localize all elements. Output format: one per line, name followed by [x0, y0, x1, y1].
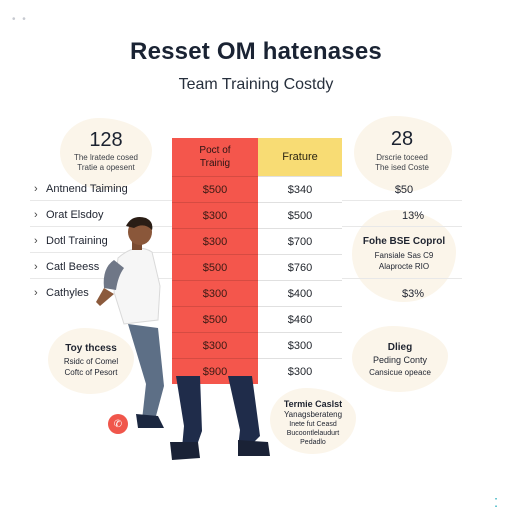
row-label-text: Dotl Training [46, 235, 108, 247]
left-bottom-blob [48, 328, 134, 394]
bottom-note-blob [270, 388, 356, 454]
table-divider [172, 280, 342, 281]
table-cell-red: $300 [202, 236, 228, 248]
page-subtitle: Team Training Costdy [178, 76, 334, 93]
right-middle-blob [352, 210, 456, 302]
right-bottom-title: Dlieg [387, 342, 413, 353]
table-divider [172, 228, 342, 229]
table-cell-white: $760 [287, 262, 313, 274]
table-cell-white: $460 [287, 314, 313, 326]
right-bottom-subtitle: Peding Conty [372, 355, 428, 365]
row-label[interactable]: › Cathyles [34, 287, 89, 299]
white-column [258, 176, 342, 384]
right-stat-caption-2: The ised Coste [375, 163, 429, 172]
left-bottom-line: Coftc of Pesort [64, 368, 118, 377]
page-title: Resset OM hatenases [130, 38, 382, 65]
table-cell-red: $300 [202, 340, 228, 352]
left-bottom-line: Rsidc of Comel [63, 357, 119, 366]
right-stat-caption-1: Drscrie toceed [376, 153, 428, 162]
red-column-header: Poct of Trainig [172, 138, 258, 176]
person-illustration [96, 217, 270, 460]
right-block-title: Fohe BSE Coprol [362, 236, 446, 247]
table-divider [172, 254, 342, 255]
row-label-text: Catl Beess [46, 261, 100, 273]
table-divider [172, 306, 342, 307]
left-stat-number: 128 [89, 129, 123, 151]
cost-table: Poct of Trainig Frature $500 $300 $300 $… [172, 138, 342, 384]
right-value: $3% [401, 288, 425, 300]
table-cell-red: $500 [202, 262, 228, 274]
right-stat-blob [354, 116, 452, 192]
row-divider [342, 226, 462, 227]
red-header-line-2: Trainig [199, 158, 231, 169]
chevron-right-icon: › [34, 261, 38, 273]
table-cell-red: $500 [202, 184, 228, 196]
row-divider [342, 278, 462, 279]
table-cell-red: $300 [202, 210, 228, 222]
bottom-note-line: Bucoontlelaudurt [286, 430, 340, 437]
left-bottom-title: Toy thcess [65, 343, 117, 354]
table-cell-red: $900 [202, 366, 228, 378]
red-column [172, 138, 258, 384]
chevron-right-icon: › [34, 235, 38, 247]
table-cell-white: $300 [287, 366, 313, 378]
table-cell-white: $300 [287, 340, 313, 352]
bottom-note-line: Inete fut Ceasd [289, 421, 337, 428]
table-cell-red: $500 [202, 314, 228, 326]
table-divider [172, 176, 342, 177]
bottom-note-title: Termie Caslst [283, 399, 343, 409]
table-cell-red: $300 [202, 288, 228, 300]
left-stat-caption-1: The lratede cosed [73, 153, 139, 162]
right-block-line: Alaprocte RIO [378, 262, 430, 271]
table-divider [172, 332, 342, 333]
yellow-column-header: Frature [258, 138, 342, 176]
table-cell-white: $340 [287, 184, 313, 196]
chevron-right-icon: › [34, 287, 38, 299]
red-header-line-1: Poct of [199, 145, 231, 156]
right-value: 13% [401, 210, 425, 222]
row-label-text: Orat Elsdoy [46, 209, 104, 221]
left-stat-caption-2: Tratie a opesent [77, 163, 135, 172]
table-divider [172, 358, 342, 359]
corner-mark-icon: ⁚ [494, 496, 498, 510]
row-divider [30, 278, 172, 279]
row-divider [30, 252, 172, 253]
right-bottom-blob [352, 326, 448, 392]
table-divider [172, 202, 342, 203]
table-cell-white: $700 [287, 236, 313, 248]
bottom-note-line: Pedadlo [300, 439, 326, 446]
right-bottom-line: Cansicue opeace [369, 368, 431, 377]
row-label[interactable]: › Antnend Taiming [34, 183, 128, 195]
row-label-text: Cathyles [46, 287, 89, 299]
table-cell-white: $500 [287, 210, 313, 222]
right-stat-number: 28 [390, 128, 414, 150]
row-divider [30, 200, 172, 201]
row-label[interactable]: › Orat Elsdoy [34, 209, 103, 221]
row-label[interactable]: › Dotl Training [34, 235, 108, 247]
right-block-line: Fansiale Sas C9 [374, 251, 434, 260]
table-cell-white: $400 [287, 288, 313, 300]
row-divider [30, 226, 172, 227]
phone-icon[interactable]: ✆ [108, 414, 128, 434]
chevron-right-icon: › [34, 183, 38, 195]
chevron-right-icon: › [34, 209, 38, 221]
corner-dots-icon: • • [12, 14, 28, 25]
left-stat-blob [60, 118, 152, 190]
right-value: $50 [394, 184, 414, 196]
bottom-note-subtitle: Yanagsberateng [283, 410, 343, 419]
row-label[interactable]: › Catl Beess [34, 261, 99, 273]
row-label-text: Antnend Taiming [46, 183, 128, 195]
row-divider [342, 200, 462, 201]
